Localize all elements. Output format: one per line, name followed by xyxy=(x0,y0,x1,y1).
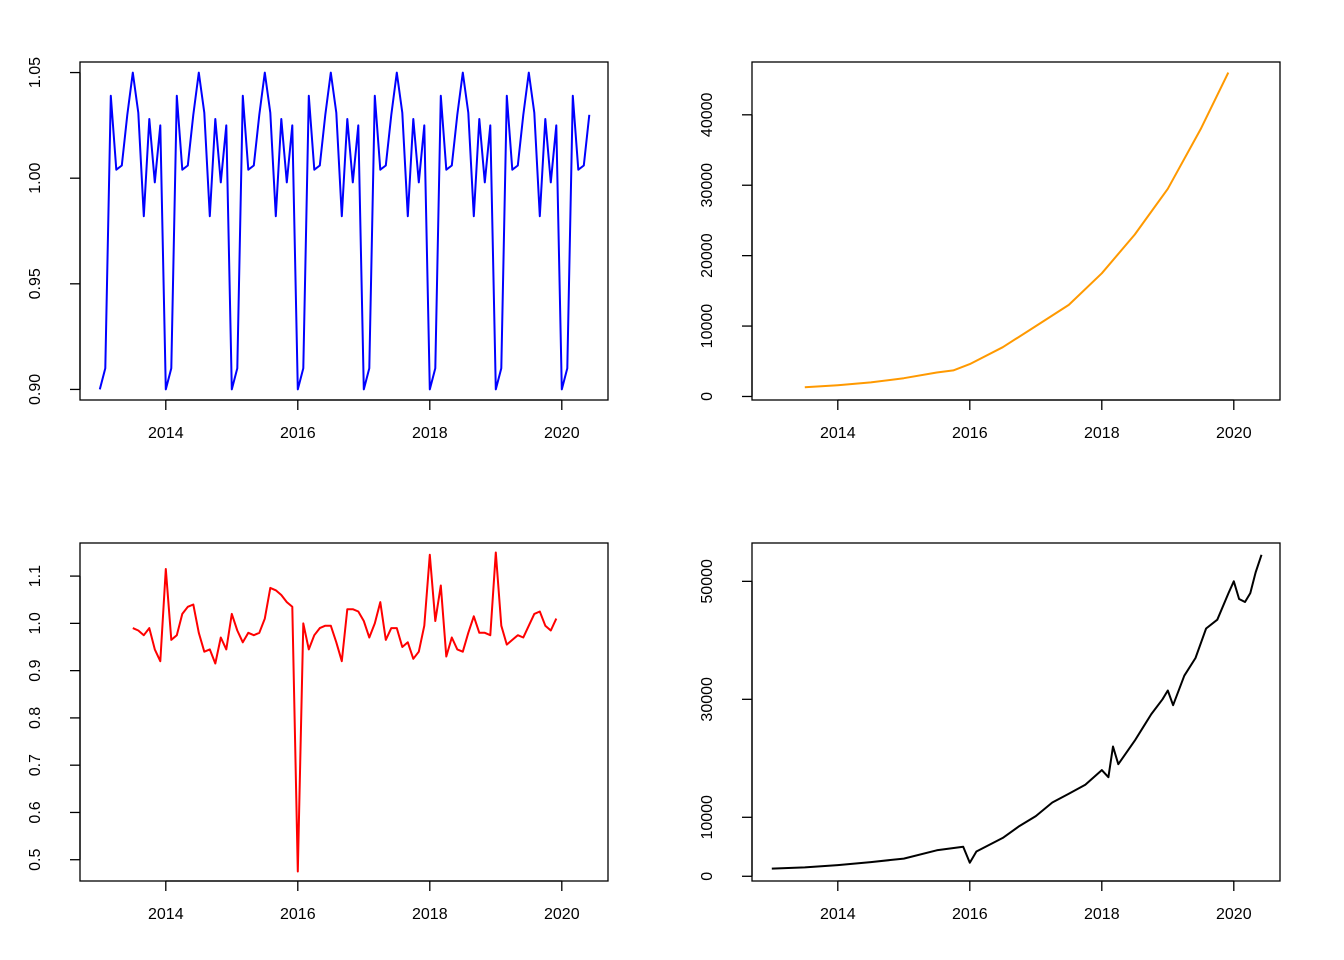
x-tick-label: 2016 xyxy=(280,425,316,442)
x-tick-label: 2018 xyxy=(1084,906,1120,923)
x-tick-label: 2016 xyxy=(952,906,988,923)
y-tick-label: 0.90 xyxy=(27,374,44,405)
x-tick-label: 2018 xyxy=(1084,425,1120,442)
x-tick-label: 2016 xyxy=(280,906,316,923)
y-tick-label: 0 xyxy=(699,872,716,881)
series-line xyxy=(98,71,591,391)
x-tick-label: 2018 xyxy=(412,425,448,442)
y-tick-label: 0.5 xyxy=(27,849,44,871)
x-tick-label: 2020 xyxy=(1216,906,1252,923)
y-tick-label: 0.95 xyxy=(27,268,44,299)
y-tick-label: 0.7 xyxy=(27,754,44,776)
plot-frame xyxy=(79,61,609,401)
panel-observed-series: 2014 2016 2018 2020 0 10000 30000 50000 xyxy=(699,542,1281,923)
plot-frame xyxy=(79,542,609,882)
x-tick-label: 2016 xyxy=(952,425,988,442)
y-tick-label: 40000 xyxy=(699,92,716,137)
series-line xyxy=(132,551,558,873)
x-tick-label: 2020 xyxy=(544,906,580,923)
y-tick-label: 1.1 xyxy=(27,565,44,587)
y-tick-label: 0 xyxy=(699,392,716,401)
y-tick-label: 0.9 xyxy=(27,659,44,681)
y-tick-label: 30000 xyxy=(699,163,716,208)
series-line xyxy=(804,72,1230,389)
y-tick-label: 30000 xyxy=(699,677,716,722)
y-tick-label: 10000 xyxy=(699,795,716,840)
x-tick-label: 2014 xyxy=(820,425,856,442)
x-tick-label: 2014 xyxy=(820,906,856,923)
x-tick-label: 2014 xyxy=(148,906,184,923)
y-tick-label: 0.6 xyxy=(27,801,44,823)
y-tick-label: 1.05 xyxy=(27,57,44,88)
x-tick-label: 2014 xyxy=(148,425,184,442)
series-line xyxy=(771,554,1263,870)
y-tick-label: 50000 xyxy=(699,559,716,604)
x-tick-label: 2020 xyxy=(544,425,580,442)
x-tick-label: 2018 xyxy=(412,906,448,923)
panel-irregular: 2014 2016 2018 2020 0.5 0.6 0.7 0.8 0.9 1.0 1.1 xyxy=(27,542,609,923)
panel-seasonal-factors: 2014 2016 2018 2020 0.90 0.95 1.00 1.05 xyxy=(27,57,609,442)
panel-trend: 2014 2016 2018 2020 0 10000 20000 30000 40000 xyxy=(699,61,1281,442)
y-tick-label: 0.8 xyxy=(27,707,44,729)
y-tick-label: 1.00 xyxy=(27,163,44,194)
x-tick-label: 2020 xyxy=(1216,425,1252,442)
y-tick-label: 10000 xyxy=(699,304,716,349)
y-tick-label: 1.0 xyxy=(27,612,44,634)
plot-frame xyxy=(751,61,1281,401)
plot-frame xyxy=(751,542,1281,882)
y-tick-label: 20000 xyxy=(699,233,716,278)
